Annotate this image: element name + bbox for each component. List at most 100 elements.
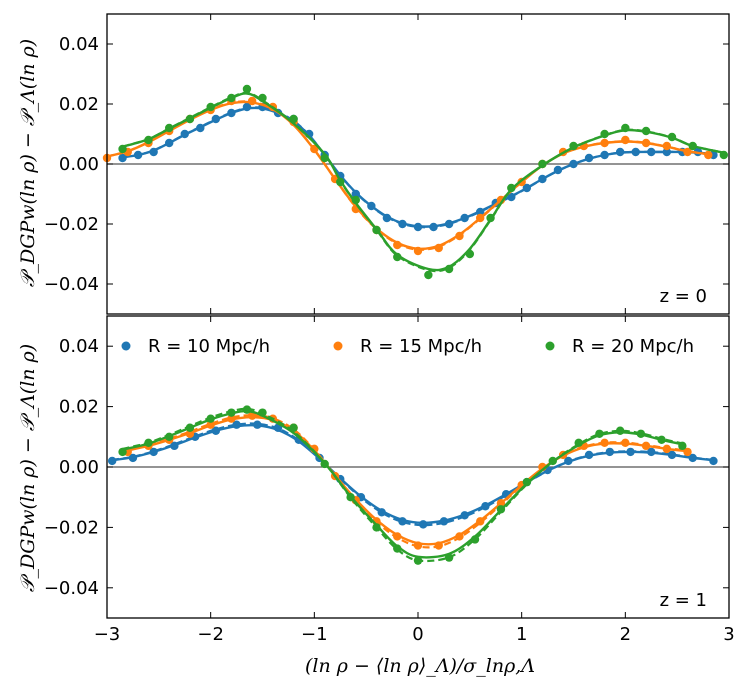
data-point (476, 207, 485, 217)
data-point (382, 213, 392, 223)
x-axis-tick-labels: −3 −2 −1 0 1 2 3 (94, 624, 735, 645)
series-2 (102, 96, 713, 256)
legend-marker (333, 341, 343, 351)
legend-label: R = 10 Mpc/h (148, 336, 270, 357)
data-point (600, 138, 609, 148)
data-point (553, 165, 563, 175)
data-point (667, 450, 677, 460)
data-point (206, 420, 215, 429)
data-point (206, 102, 215, 112)
data-point (507, 192, 516, 202)
data-point (165, 123, 174, 133)
series-2 (123, 411, 692, 550)
data-point (211, 426, 221, 435)
y-tick-label: 0.00 (59, 154, 99, 175)
data-point (185, 114, 195, 124)
data-point (486, 213, 495, 223)
data-point (548, 456, 557, 466)
x-tick-label: −2 (197, 624, 224, 645)
data-point (242, 102, 252, 112)
data-point (600, 438, 609, 448)
data-point (662, 444, 671, 454)
data-point (170, 441, 179, 451)
data-point (413, 556, 423, 565)
data-point (144, 438, 153, 448)
panel-label: z = 1 (660, 590, 707, 611)
data-point (351, 189, 360, 199)
legend-label: R = 20 Mpc/h (572, 336, 694, 357)
data-point (180, 129, 189, 139)
data-point (393, 240, 402, 250)
data-point (351, 195, 360, 205)
data-point (232, 420, 241, 429)
y-tick-label: 0.00 (59, 457, 99, 478)
data-point (185, 423, 195, 432)
data-point (367, 201, 376, 211)
data-point (118, 144, 127, 154)
data-point (258, 408, 267, 417)
data-point (398, 517, 407, 526)
data-point (439, 517, 449, 526)
series-solid-curve (106, 100, 709, 251)
series-1 (118, 102, 718, 232)
data-point (476, 517, 485, 526)
data-point (647, 147, 656, 157)
data-point (455, 231, 464, 241)
data-point (242, 84, 252, 94)
data-point (444, 264, 454, 274)
data-point (470, 535, 480, 544)
data-point (455, 532, 464, 541)
data-point (413, 541, 423, 550)
data-point (688, 141, 697, 151)
data-point (211, 114, 221, 124)
data-point (320, 459, 329, 469)
data-point (600, 150, 609, 160)
panel-label: z = 0 (660, 286, 707, 307)
data-point (704, 150, 713, 160)
data-point (258, 93, 267, 103)
data-point (289, 423, 298, 432)
data-point (641, 441, 651, 451)
data-point (393, 532, 402, 541)
data-point (709, 456, 718, 466)
series-dashed-curve (106, 100, 709, 251)
data-point (165, 432, 174, 441)
y-axis-label-upper: 𝒫_DGPw(ln ρ) − 𝒫_Λ(ln ρ) (17, 39, 39, 287)
data-point (196, 123, 205, 133)
data-point (496, 499, 506, 508)
legend-marker (121, 341, 131, 351)
y-tick-label: −0.02 (44, 517, 99, 538)
data-point (460, 511, 469, 520)
data-point (621, 135, 630, 145)
data-point (600, 129, 609, 139)
data-point (683, 447, 692, 457)
data-point (538, 159, 547, 169)
data-point (564, 456, 573, 466)
data-point (434, 243, 443, 253)
data-point (641, 126, 651, 136)
data-point (227, 93, 236, 103)
data-point (206, 414, 215, 423)
data-point (413, 222, 423, 232)
data-point (118, 153, 127, 163)
data-point (465, 249, 475, 259)
legend: R = 10 Mpc/h R = 15 Mpc/h R = 20 Mpc/h (121, 336, 694, 357)
data-point (688, 453, 697, 463)
lower-panel: −0.04 −0.02 0.00 0.02 0.04 z = 1 (44, 315, 730, 619)
data-point (574, 438, 583, 448)
data-point (424, 270, 433, 280)
data-point (165, 138, 174, 148)
data-point (289, 114, 298, 124)
data-point (346, 493, 355, 502)
data-point (683, 147, 692, 157)
x-axis-label: (ln ρ − ⟨ln ρ⟩_Λ)/σ_lnρ,Λ (305, 655, 535, 677)
data-point (434, 541, 443, 550)
data-point (667, 132, 677, 142)
data-point (118, 447, 127, 457)
data-point (247, 96, 257, 106)
data-point (377, 508, 386, 517)
data-point (522, 477, 532, 487)
data-point (678, 441, 687, 451)
y-tick-label: 0.02 (59, 94, 99, 115)
data-point (128, 453, 138, 463)
